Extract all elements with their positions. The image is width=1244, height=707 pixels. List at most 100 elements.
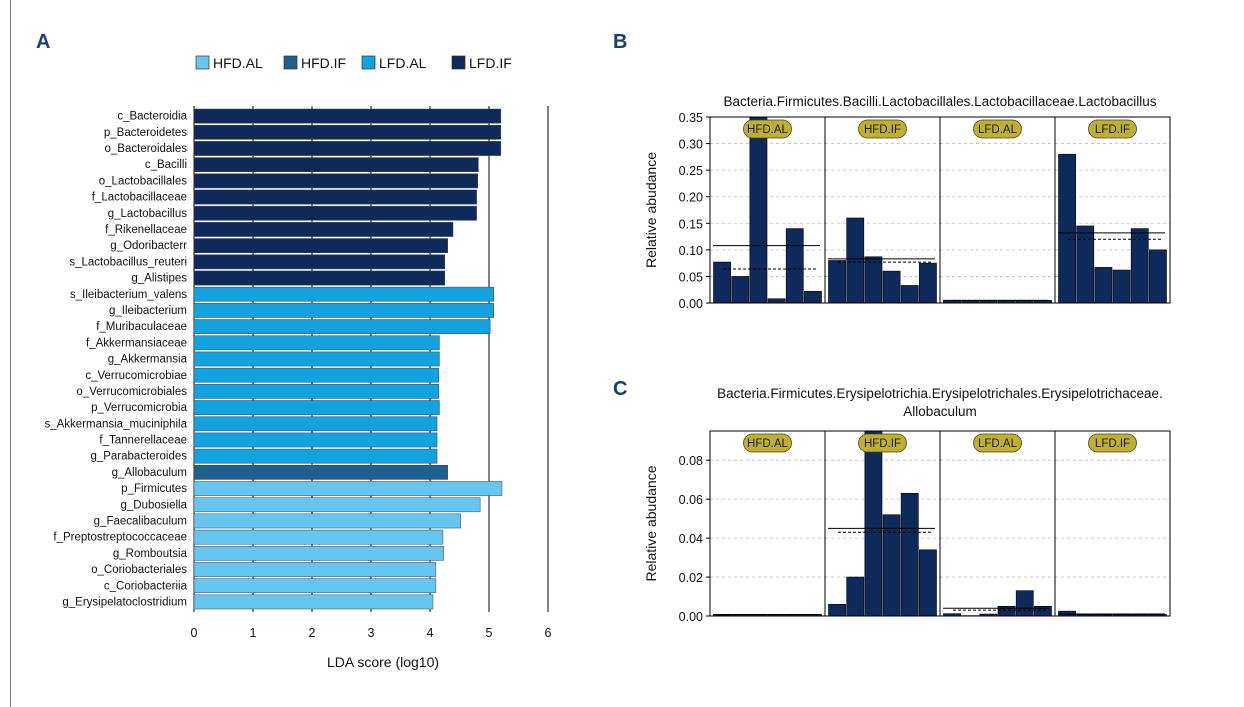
lda-bar-g_Alistipes — [193, 270, 445, 286]
feature-label: g_Ileibacterium — [109, 305, 187, 317]
x-axis-title: LDA score (log10) — [327, 654, 439, 670]
legend-swatch — [283, 55, 298, 70]
feature-label: g_Parabacteroides — [90, 451, 187, 463]
lda-chart: HFD.AL HFD.IF LFD.AL LFD.IF 0 1 2 3 4 5 6 LDA score… — [44, 55, 551, 670]
lda-bar-g_Romboutsia — [193, 545, 444, 561]
feature-label: g_Akkermansia — [108, 354, 188, 366]
facet-badge — [858, 119, 907, 139]
y-tick-label: 0.30 — [679, 138, 703, 152]
legend-swatch — [451, 55, 466, 70]
lda-bar-c_Bacteroidia — [193, 108, 502, 124]
facet-badge — [973, 119, 1022, 139]
feature-label: c_Coriobacteriia — [104, 580, 188, 592]
lda-bar-f_Muribaculaceae — [193, 319, 491, 334]
lda-bar-g_Akkermansia — [193, 351, 440, 367]
feature-label: o_Verrucomicrobiales — [76, 386, 187, 398]
abundance-bar — [1094, 267, 1113, 304]
feature-label: g_Faecalibaculum — [94, 515, 187, 527]
facet-badge — [1088, 433, 1137, 453]
x-tick-label: 2 — [309, 626, 316, 640]
panel-title: Bacteria.Firmicutes.Bacilli.Lactobacilla… — [724, 94, 1157, 109]
lda-bar-g_Dubosiella — [193, 497, 481, 513]
lda-bar-f_Tannerellaceae — [193, 432, 438, 448]
y-tick-label: 0.35 — [679, 111, 703, 125]
lda-bar-f_Preptostreptococcaceae — [193, 529, 444, 545]
abundance-bar — [828, 604, 846, 617]
legend-entry-lfd-al: LFD.AL — [361, 55, 427, 71]
facet-badge — [743, 119, 792, 139]
lda-bar-s_Lactobacillus_reuteri — [193, 254, 445, 270]
x-tick-label: 6 — [545, 626, 552, 640]
x-tick-label: 3 — [368, 626, 375, 640]
lda-bar-g_Faecalibaculum — [193, 513, 461, 529]
abundance-bar — [864, 256, 883, 304]
facet-badge-label: LFD.IF — [1095, 124, 1130, 136]
feature-label: c_Bacilli — [145, 159, 187, 171]
facet-badge-label: LFD.AL — [978, 438, 1018, 450]
panel-title-line: Allobaculum — [903, 404, 977, 419]
y-tick-label: 0.02 — [679, 571, 703, 585]
panel-label-c: C — [613, 378, 627, 400]
legend-entry-hfd-al: HFD.AL — [195, 55, 263, 71]
legend-label: LFD.AL — [379, 55, 427, 71]
facet-badge — [743, 433, 792, 453]
y-axis-title: Relative abudance — [643, 152, 659, 268]
legend-label: HFD.AL — [213, 55, 263, 71]
lda-bar-g_Lactobacillus — [193, 205, 477, 221]
abundance-bar — [713, 261, 731, 304]
abundance-bar — [749, 116, 768, 304]
lda-bar-g_Odoribacterr — [193, 238, 448, 253]
feature-label: g_Alistipes — [131, 273, 187, 285]
facet-hfd-if: HFD.IF — [824, 430, 941, 617]
y-tick-label: 0.05 — [679, 270, 703, 284]
facet-badge-label: HFD.AL — [747, 438, 789, 450]
abundance-bar — [731, 276, 750, 304]
panel-label-a: A — [36, 31, 50, 53]
feature-label: p_Firmicutes — [121, 483, 187, 495]
feature-label: g_Lactobacillus — [108, 208, 188, 220]
lda-bar-g_Parabacteroides — [193, 448, 438, 464]
figure-frame — [10, 0, 1244, 707]
feature-label: s_Ileibacterium_valens — [70, 289, 187, 301]
abundance-bar — [767, 298, 786, 304]
facet-hfd-al: HFD.AL — [709, 116, 826, 304]
lda-bar-f_Rikenellaceae — [193, 222, 454, 237]
abundance-bar — [1058, 153, 1076, 304]
abundance-bar — [882, 514, 901, 617]
lda-bar-g_Allobaculum — [193, 465, 448, 480]
lda-bar-g_Erysipelatoclostridium — [193, 594, 434, 610]
abundance-bar — [864, 430, 883, 617]
feature-label: g_Dubosiella — [121, 499, 188, 511]
facet-badge — [1088, 119, 1137, 139]
x-tick-label: 5 — [486, 626, 493, 640]
abundance-bar — [919, 262, 937, 304]
abundance-bar — [785, 228, 804, 304]
feature-label: f_Akkermansiaceae — [86, 337, 187, 349]
legend-label: LFD.IF — [469, 55, 512, 71]
feature-label: f_Preptostreptococcaceae — [53, 532, 187, 544]
feature-label: g_Allobaculum — [112, 467, 187, 479]
x-tick-label: 1 — [250, 626, 257, 640]
lda-bar-o_Coriobacteriales — [193, 562, 437, 577]
facet-badge-label: LFD.IF — [1095, 438, 1130, 450]
y-tick-label: 0.15 — [679, 217, 703, 231]
feature-label: s_Lactobacillus_reuteri — [69, 256, 187, 268]
y-tick-label: 0.25 — [679, 164, 703, 178]
lda-bar-o_Lactobacillales — [193, 173, 479, 189]
facet-badge — [973, 433, 1022, 453]
x-tick-label: 0 — [191, 626, 198, 640]
lda-bar-p_Verrucomicrobia — [193, 400, 440, 415]
y-tick-label: 0.06 — [679, 493, 703, 507]
abundance-chart-b: B Bacteria.Firmicutes.Bacilli.Lactobacill… — [613, 31, 1171, 311]
feature-label: p_Bacteroidetes — [104, 127, 187, 139]
facet-badge-label: HFD.IF — [864, 124, 901, 136]
facet-badge-label: HFD.IF — [864, 438, 901, 450]
facet-badge-label: LFD.AL — [978, 124, 1018, 136]
abundance-bar — [900, 493, 919, 617]
facet-frame — [1054, 430, 1171, 617]
legend-swatch — [361, 55, 376, 70]
facet-hfd-if: HFD.IF — [824, 116, 941, 304]
lda-bar-c_Coriobacteriia — [193, 578, 437, 594]
lda-bar-c_Bacilli — [193, 157, 479, 173]
